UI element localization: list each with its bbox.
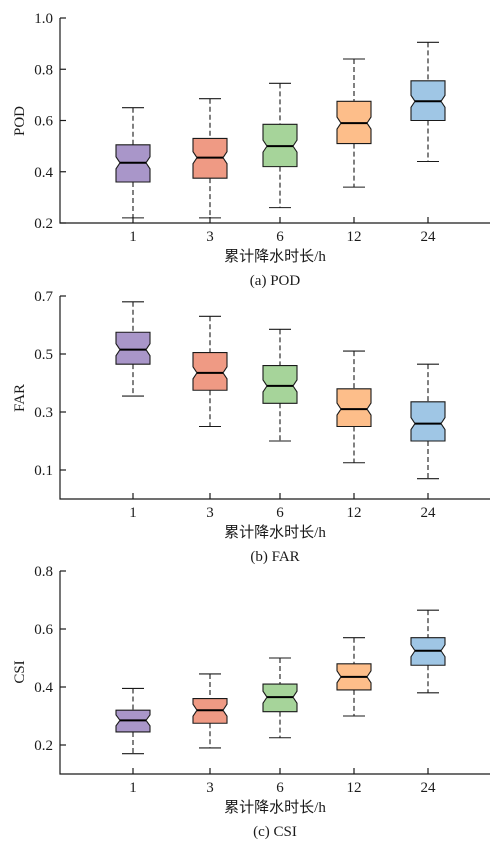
y-tick-label: 0.1 (34, 463, 53, 479)
x-tick-label: 24 (421, 780, 437, 796)
x-tick-label: 1 (129, 505, 137, 521)
x-axis-label: 累计降水时长/h (224, 524, 326, 541)
box-24 (410, 609, 446, 694)
y-tick-label: 0.4 (34, 680, 53, 696)
chart-panel-1: 0.2 0.4 0.6 0.8 1.0 1 3 6 12 24 POD 累计降水时长/h (a) POD (12, 11, 490, 289)
panel-caption: (a) POD (250, 273, 301, 289)
box-1 (115, 687, 151, 755)
box-3 (192, 673, 228, 749)
y-tick-label: 0.6 (34, 622, 53, 638)
box-3 (192, 315, 228, 428)
box-body (192, 352, 228, 391)
box-24 (410, 41, 446, 163)
x-axis-label: 累计降水时长/h (224, 799, 326, 816)
y-tick-label: 0.8 (34, 62, 53, 78)
box-3 (192, 98, 228, 219)
x-axis-label: 累计降水时长/h (224, 248, 326, 265)
y-tick-label: 0.5 (34, 347, 53, 363)
y-axis-label: FAR (12, 384, 28, 412)
y-tick-label: 0.2 (34, 738, 53, 754)
x-tick-label: 24 (421, 505, 437, 521)
box-6 (262, 328, 298, 442)
x-tick-label: 6 (276, 505, 284, 521)
x-tick-label: 12 (347, 505, 362, 521)
axis-lines (59, 296, 490, 500)
box-1 (115, 107, 151, 219)
y-axis-label: CSI (12, 660, 28, 683)
axis-lines (59, 571, 490, 775)
x-tick-label: 3 (206, 780, 214, 796)
box-body (115, 331, 151, 365)
x-tick-label: 1 (129, 780, 137, 796)
y-tick-label: 0.8 (34, 564, 53, 580)
x-tick-label: 6 (276, 229, 284, 245)
y-tick-label: 0.6 (34, 114, 53, 130)
box-12 (336, 58, 372, 188)
y-tick-label: 0.3 (34, 405, 53, 421)
x-tick-label: 6 (276, 780, 284, 796)
box-body (410, 401, 446, 442)
box-12 (336, 350, 372, 464)
box-body (262, 365, 298, 404)
chart-panel-2: 0.1 0.3 0.5 0.7 1 3 6 12 24 FAR 累计降水时长/h (b) FAR (12, 289, 490, 565)
x-tick-label: 12 (347, 780, 362, 796)
x-tick-label: 3 (206, 229, 214, 245)
box-6 (262, 82, 298, 209)
y-tick-label: 0.7 (34, 289, 53, 305)
panel-caption: (b) FAR (250, 549, 299, 565)
y-tick-label: 0.4 (34, 165, 53, 181)
box-1 (115, 301, 151, 397)
box-24 (410, 363, 446, 480)
chart-panel-3: 0.2 0.4 0.6 0.8 1 3 6 12 24 CSI 累计降水时长/h (c) CSI (12, 564, 490, 840)
panel-caption: (c) CSI (253, 824, 297, 840)
x-tick-label: 24 (421, 229, 437, 245)
box-12 (336, 637, 372, 717)
y-axis-label: POD (12, 106, 28, 136)
x-tick-label: 3 (206, 505, 214, 521)
y-tick-label: 1.0 (34, 11, 53, 27)
box-6 (262, 657, 298, 739)
x-tick-label: 1 (129, 229, 137, 245)
box-body (336, 388, 372, 428)
x-tick-label: 12 (347, 229, 362, 245)
y-tick-label: 0.2 (34, 216, 53, 232)
